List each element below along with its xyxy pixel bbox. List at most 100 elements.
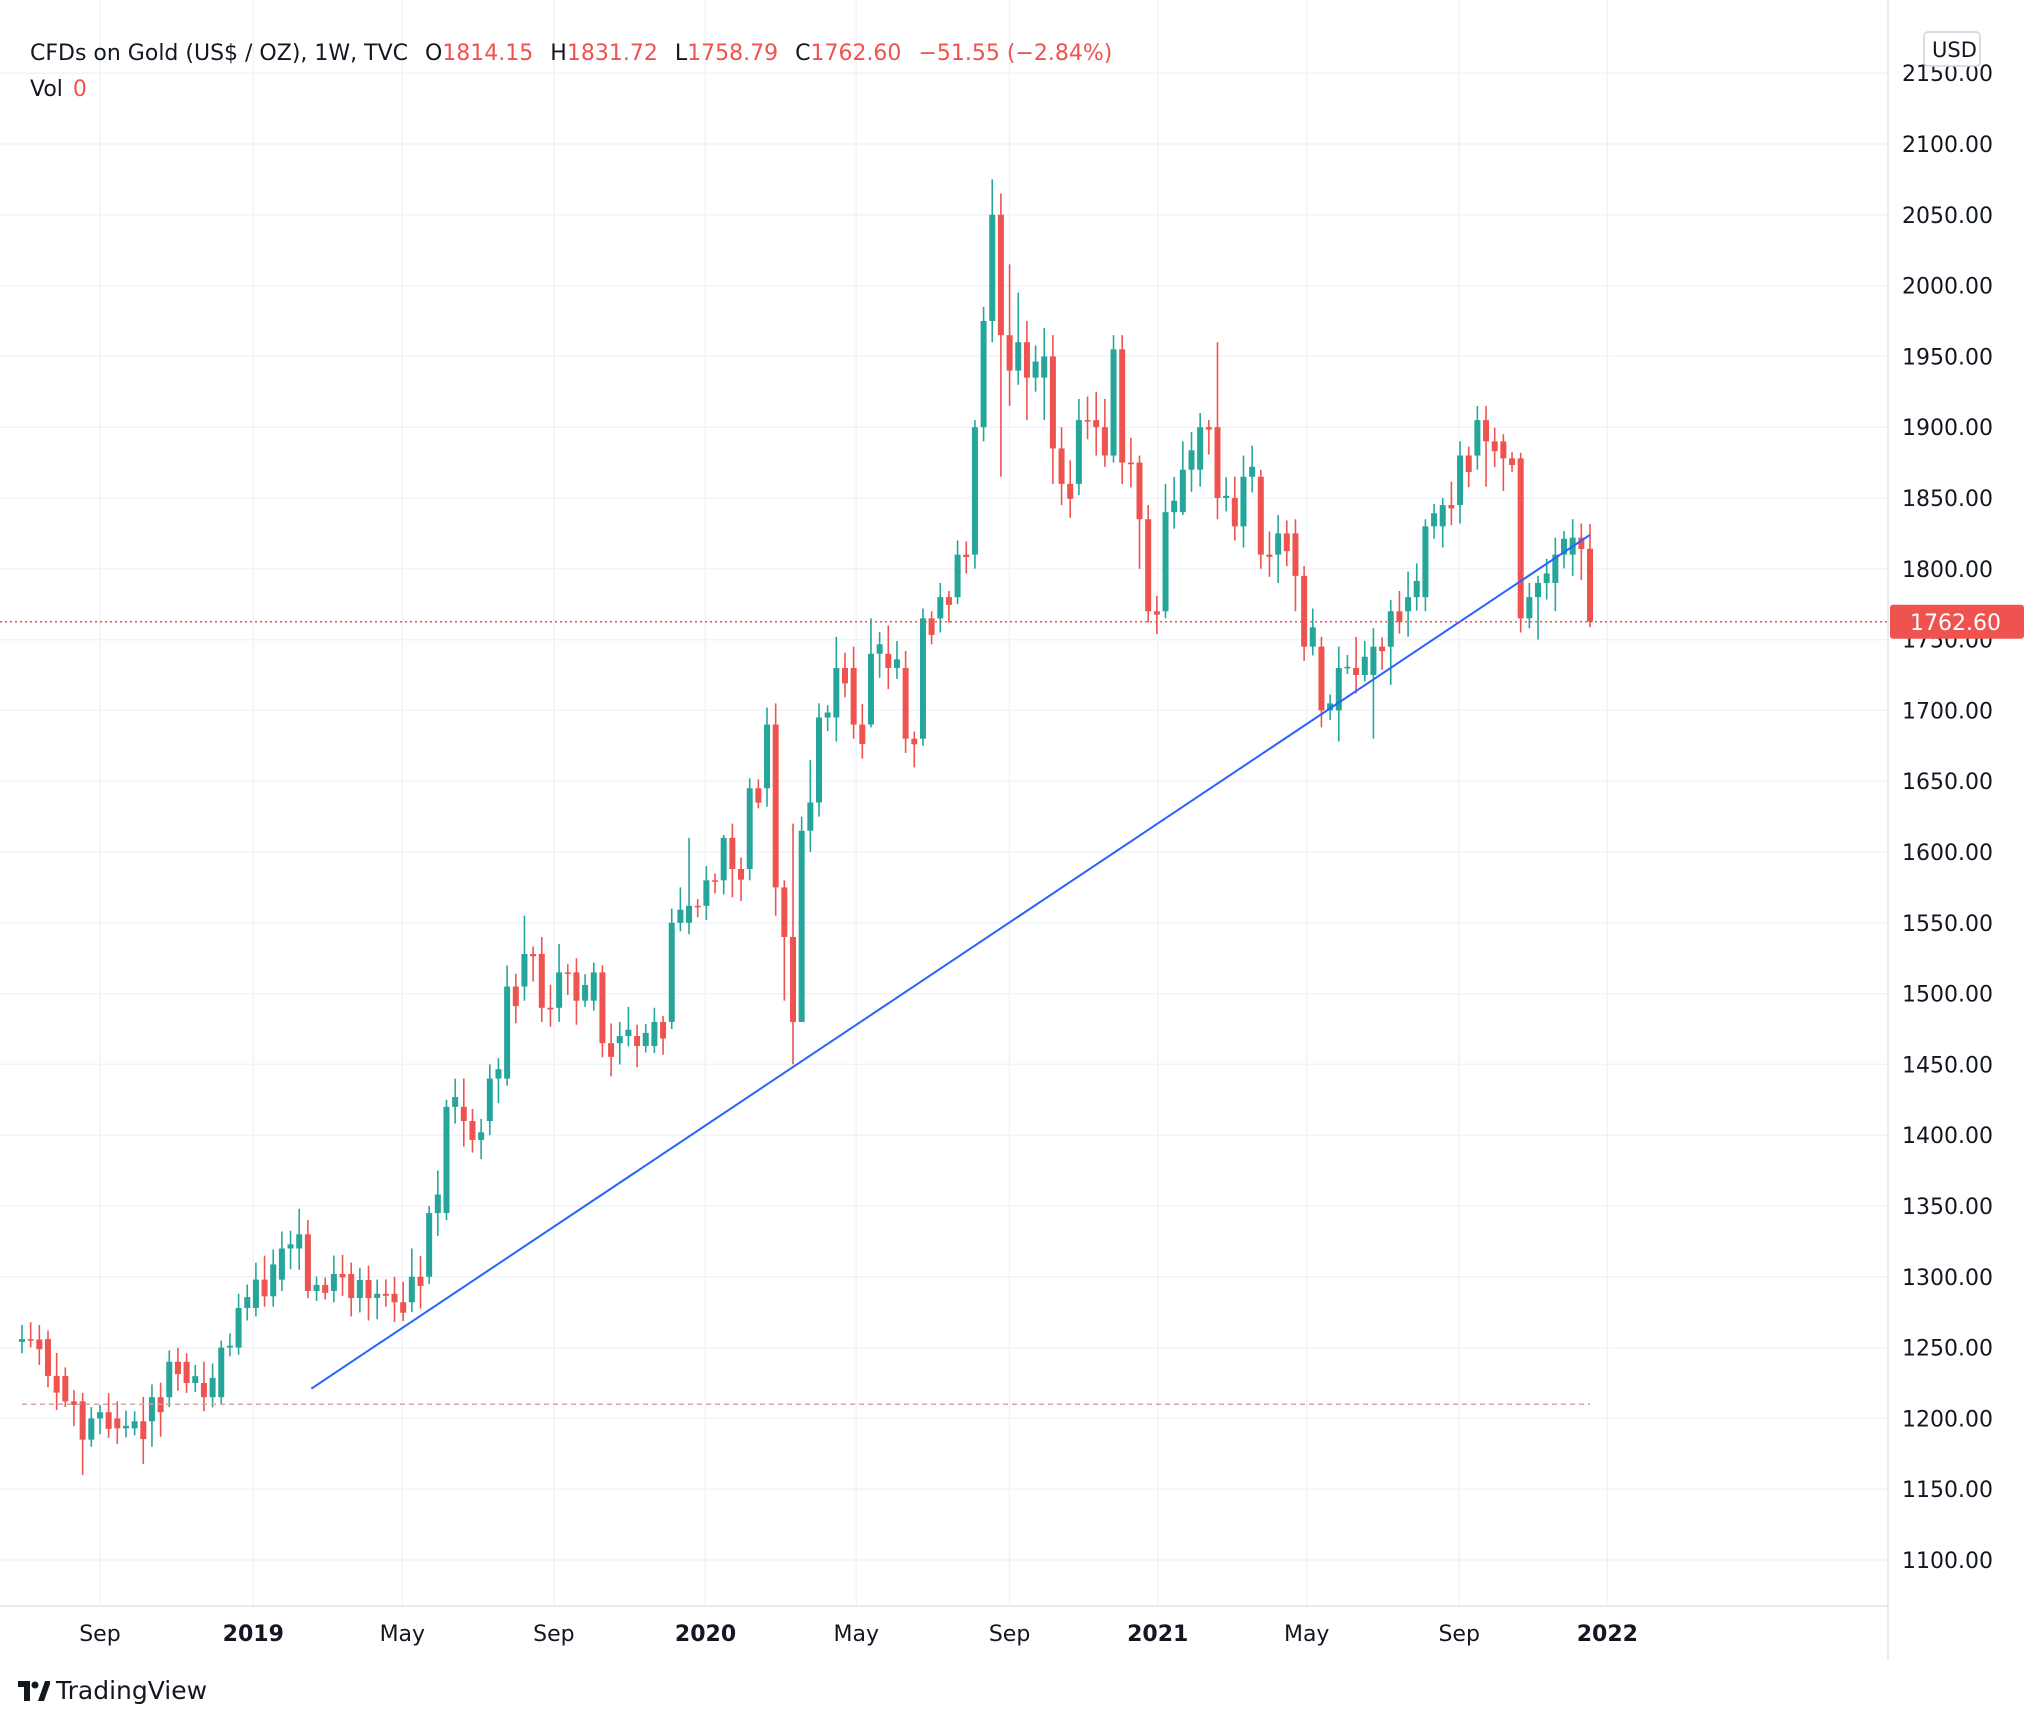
time-axis: Sep 2019 May Sep 2020 May Sep 2021 May Sep 2022: [79, 1622, 1638, 1647]
candle: [200, 1361, 207, 1412]
candle-body: [937, 597, 944, 619]
candle: [538, 936, 545, 1022]
candle-body: [374, 1293, 381, 1299]
candle: [19, 1324, 25, 1354]
candle: [131, 1411, 138, 1436]
candle-body: [235, 1307, 242, 1348]
candle-body: [1101, 427, 1108, 456]
candle: [452, 1078, 459, 1124]
candle: [686, 837, 693, 935]
candle: [226, 1333, 233, 1357]
candle: [720, 835, 727, 895]
currency-label: USD: [1932, 38, 1977, 62]
candle: [712, 873, 719, 894]
price-tick-label: 1800.00: [1902, 558, 1993, 583]
candle-body: [339, 1273, 346, 1278]
candle: [530, 946, 537, 982]
candle: [62, 1367, 69, 1408]
candle-body: [1422, 526, 1429, 598]
legend-close: 1762.60: [810, 41, 902, 66]
candle: [1309, 608, 1316, 656]
candle: [391, 1276, 398, 1323]
candle-body: [1292, 533, 1299, 576]
candle: [625, 1006, 632, 1047]
price-tick-label: 1500.00: [1902, 983, 1993, 1008]
candle-body: [1266, 554, 1273, 557]
candle-body: [694, 905, 701, 908]
candle-body: [1032, 361, 1039, 378]
candle: [1275, 514, 1282, 583]
candle: [382, 1279, 389, 1307]
candle: [755, 779, 762, 809]
candle: [1431, 504, 1438, 539]
candle: [608, 1023, 615, 1077]
candle-body: [330, 1273, 337, 1291]
candle-body: [131, 1421, 138, 1429]
candle-body: [1223, 495, 1230, 498]
candle-body: [1344, 666, 1351, 669]
candle-body: [192, 1376, 199, 1383]
candle-body: [885, 653, 892, 668]
candle: [443, 1099, 450, 1221]
candle-body: [140, 1421, 147, 1440]
candle: [1266, 531, 1273, 577]
candle: [928, 611, 935, 645]
candle-body: [79, 1401, 86, 1440]
candle: [96, 1404, 103, 1434]
candle-body: [616, 1036, 623, 1044]
candle: [174, 1347, 181, 1391]
candle-body: [850, 667, 857, 725]
price-tick-label: 1450.00: [1902, 1053, 1993, 1078]
candle: [460, 1078, 467, 1147]
candle-body: [183, 1361, 190, 1383]
candle: [772, 703, 779, 916]
candle: [1153, 595, 1160, 635]
candle: [642, 1023, 649, 1053]
candle: [807, 759, 814, 852]
candle-body: [27, 1339, 34, 1341]
candle: [1474, 405, 1481, 470]
candle-body: [1283, 533, 1290, 552]
candle: [1136, 455, 1143, 569]
candle: [1335, 646, 1342, 742]
candle-body: [997, 214, 1004, 336]
candle-body: [668, 922, 675, 1022]
candle-body: [1214, 427, 1221, 498]
candle: [963, 541, 970, 574]
candle-body: [19, 1339, 25, 1342]
candle-body: [443, 1106, 450, 1214]
candle-body: [1361, 656, 1368, 675]
candle: [478, 1118, 485, 1160]
candle-body: [1041, 356, 1048, 378]
candle-body: [1517, 458, 1524, 619]
candle-body: [971, 427, 978, 555]
candle: [365, 1265, 372, 1321]
candle-body: [807, 802, 814, 831]
candle: [434, 1170, 441, 1236]
candle: [417, 1255, 424, 1309]
tradingview-logo[interactable]: TradingView: [18, 1676, 207, 1705]
candle: [1517, 452, 1524, 633]
candle-body: [1439, 505, 1446, 527]
candle-body: [1535, 582, 1542, 598]
candle: [1413, 563, 1420, 611]
candle-body: [365, 1279, 372, 1299]
candle: [1535, 575, 1542, 640]
candles: [19, 179, 1593, 1476]
candle-body: [1413, 580, 1420, 598]
candle: [53, 1352, 60, 1410]
price-tick-label: 1850.00: [1902, 487, 1993, 512]
candle: [244, 1284, 251, 1321]
time-tick-label: 2019: [223, 1622, 284, 1647]
candle: [1119, 335, 1126, 484]
candle-body: [1145, 519, 1152, 612]
candle: [1344, 654, 1351, 675]
candle-body: [651, 1021, 658, 1046]
candle: [1110, 335, 1117, 463]
candle-body: [833, 667, 840, 718]
candle: [408, 1248, 415, 1313]
candle-body: [122, 1425, 129, 1429]
candle: [616, 1021, 623, 1065]
candle: [841, 652, 848, 698]
